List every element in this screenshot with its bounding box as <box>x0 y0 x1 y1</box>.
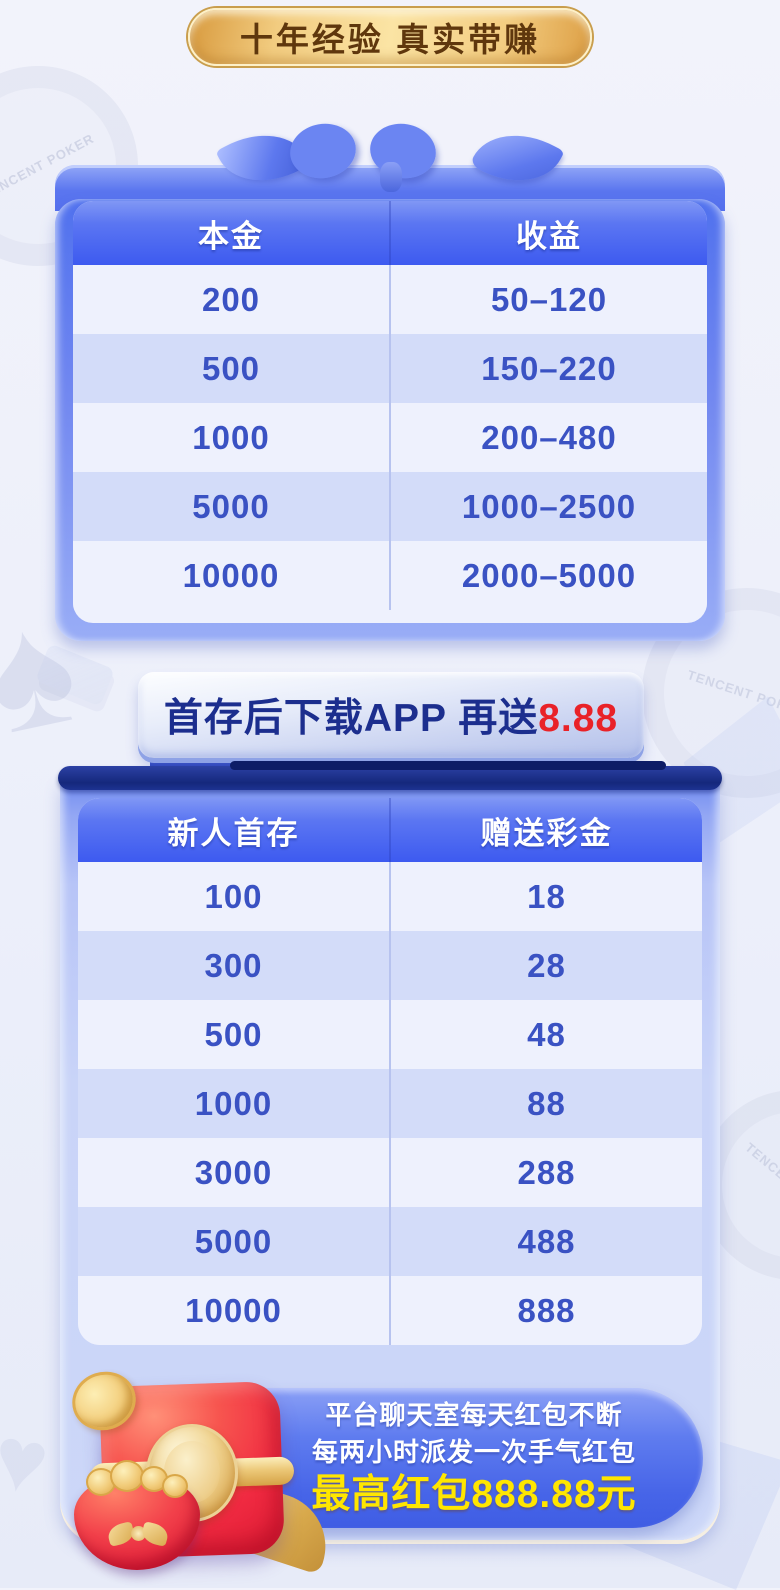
money-box-slot <box>230 761 666 770</box>
promo-line-2: 每两小时派发一次手气红包 <box>311 1437 636 1467</box>
table-row: 100 18 <box>78 862 702 931</box>
profit-table-header: 本金 收益 <box>73 201 707 265</box>
bow-loop-right <box>365 118 441 184</box>
table-row: 10000 888 <box>78 1276 702 1345</box>
bonus-cell: 18 <box>527 877 566 915</box>
bonus-cell: 888 <box>517 1291 576 1329</box>
money-box-lid <box>58 761 722 790</box>
bonus-cell: 488 <box>517 1222 576 1260</box>
deposit-cell: 100 <box>78 862 391 931</box>
table-row: 500 150–220 <box>73 334 707 403</box>
promo-line-1: 平台聊天室每天红包不断 <box>325 1400 623 1430</box>
bonus-cell: 48 <box>527 1015 566 1053</box>
deposit-cell: 1000 <box>78 1069 391 1138</box>
profit-cell: 150–220 <box>481 349 617 387</box>
deposit-cell: 300 <box>78 931 391 1000</box>
profit-table-header-principal: 本金 <box>73 201 391 265</box>
poker-chip-label: TENCENT POKER <box>742 1139 780 1230</box>
table-row: 300 28 <box>78 931 702 1000</box>
app-banner-highlight: 8.88 <box>538 697 619 740</box>
deposit-cell: 500 <box>78 1000 391 1069</box>
profit-table-header-profit: 收益 <box>516 218 582 254</box>
promo-highlight: 最高红包888.88元 <box>311 1473 637 1516</box>
deposit-table-rows: 100 18 300 28 500 48 1000 88 <box>78 862 702 1345</box>
bonus-cell: 288 <box>517 1153 576 1191</box>
experience-badge: 十年经验 真实带赚 <box>188 8 592 66</box>
domino-decoration <box>35 643 115 707</box>
bow-leaf-right <box>469 114 565 202</box>
bow-loop-left <box>285 118 361 184</box>
profit-table-rows: 200 50–120 500 150–220 1000 200–480 5000… <box>73 265 707 610</box>
principal-cell: 10000 <box>73 541 391 610</box>
app-download-banner-label: 首存后下载APP 再送8.88 <box>164 687 618 743</box>
deposit-cell: 10000 <box>78 1276 391 1345</box>
bonus-cell: 28 <box>527 946 566 984</box>
experience-badge-label: 十年经验 真实带赚 <box>239 21 541 58</box>
table-row: 1000 88 <box>78 1069 702 1138</box>
money-bag-bow-icon <box>106 1522 170 1552</box>
table-row: 200 50–120 <box>73 265 707 334</box>
red-envelope-icon <box>64 1363 340 1577</box>
table-row: 10000 2000–5000 <box>73 541 707 610</box>
table-row: 5000 1000–2500 <box>73 472 707 541</box>
table-row: 5000 488 <box>78 1207 702 1276</box>
profit-cell: 200–480 <box>481 418 617 456</box>
principal-cell: 200 <box>73 265 391 334</box>
deposit-cell: 3000 <box>78 1138 391 1207</box>
principal-cell: 500 <box>73 334 391 403</box>
principal-cell: 1000 <box>73 403 391 472</box>
table-row: 3000 288 <box>78 1138 702 1207</box>
table-row: 1000 200–480 <box>73 403 707 472</box>
deposit-cell: 5000 <box>78 1207 391 1276</box>
gift-bow-icon <box>215 110 565 210</box>
profit-table-card: 本金 收益 200 50–120 500 150–220 1000 200–48… <box>55 165 725 641</box>
gold-coins-cluster <box>86 1460 196 1498</box>
deposit-table-header: 新人首存 赠送彩金 <box>78 798 702 862</box>
heart-icon: ♥ <box>0 1407 56 1515</box>
bow-knot <box>380 162 402 192</box>
table-row: 500 48 <box>78 1000 702 1069</box>
profit-cell: 2000–5000 <box>461 556 637 594</box>
profit-cell: 50–120 <box>490 280 608 318</box>
app-banner-text: 首存后下载APP 再送 <box>163 697 539 740</box>
app-download-banner[interactable]: 首存后下载APP 再送8.88 <box>138 672 644 758</box>
profit-table: 本金 收益 200 50–120 500 150–220 1000 200–48… <box>73 201 707 623</box>
deposit-table: 新人首存 赠送彩金 100 18 300 28 500 48 <box>78 798 702 1345</box>
deposit-table-header-deposit: 新人首存 <box>78 798 391 862</box>
bonus-cell: 88 <box>527 1084 566 1122</box>
profit-cell: 1000–2500 <box>461 487 637 525</box>
deposit-table-header-bonus: 赠送彩金 <box>480 815 613 851</box>
poker-chip-label: TENCENT POKER <box>685 666 780 720</box>
principal-cell: 5000 <box>73 472 391 541</box>
